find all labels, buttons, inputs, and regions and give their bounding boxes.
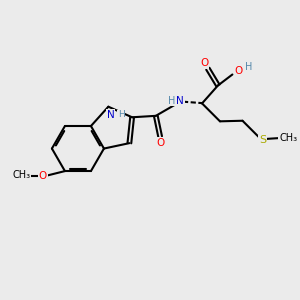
Text: N: N [176, 95, 184, 106]
Text: N: N [107, 110, 115, 120]
Text: CH₃: CH₃ [13, 170, 31, 180]
Text: O: O [38, 171, 47, 181]
Text: O: O [157, 138, 165, 148]
Text: O: O [235, 66, 243, 76]
Text: O: O [200, 58, 208, 68]
Text: H: H [245, 62, 253, 72]
Text: H: H [118, 110, 125, 119]
Text: H: H [168, 95, 175, 106]
Text: S: S [259, 135, 266, 146]
Text: CH₃: CH₃ [279, 133, 297, 143]
